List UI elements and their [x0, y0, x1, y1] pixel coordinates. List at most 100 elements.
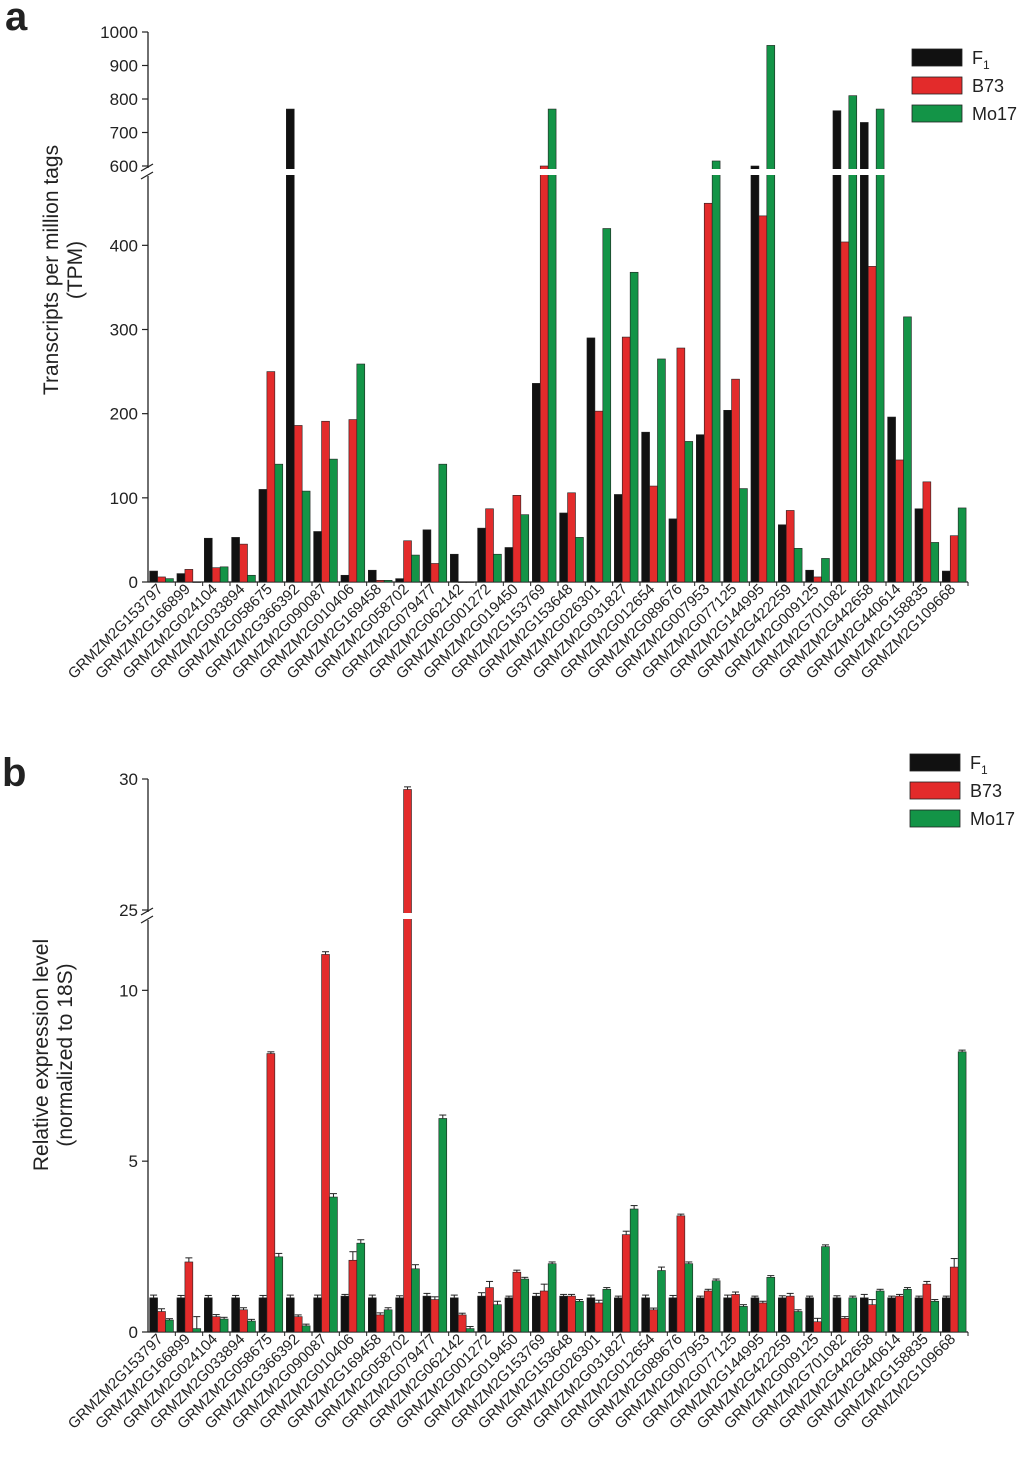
bar-b73-grmzm2g442658 [867, 1304, 877, 1333]
bar-f1-grmzm2g079477 [422, 529, 432, 583]
bar-f1-grmzm2g058702 [395, 578, 404, 583]
bar-b73-grmzm2g158835 [922, 1283, 932, 1333]
bar-f1-grmzm2g169458 [368, 1297, 377, 1333]
bar-f1-grmzm2g024104 [204, 537, 213, 583]
bar-mo17-grmzm2g026301 [602, 228, 612, 583]
bar-b73-grmzm2g009125 [813, 576, 822, 583]
legend-label-subscript: 1 [981, 763, 988, 777]
bar-f1-grmzm2g169458 [368, 569, 377, 583]
bar-b73-grmzm2g089676 [676, 1215, 686, 1333]
bar-mo17-grmzm2g019450 [520, 514, 530, 583]
bar-f1-grmzm2g366392 [286, 1297, 295, 1333]
bar-f1-grmzm2g077125 [723, 1297, 732, 1333]
bar-mo17-grmzm2g440614 [903, 1288, 912, 1333]
bar-b73-grmzm2g090087 [321, 420, 330, 583]
bar-b73-grmzm2g058702 [403, 540, 412, 583]
bar-b73-grmzm2g422259 [785, 1295, 795, 1333]
bar-b73-grmzm2g153648 [567, 1295, 576, 1333]
bar-b73-grmzm2g090087 [321, 954, 330, 1333]
bar-f1-grmzm2g026301 [586, 337, 596, 583]
legend-label-main: F [970, 753, 981, 773]
bar-mo17-grmzm2g058675 [274, 463, 284, 583]
legend-label-f1: F1 [970, 753, 988, 777]
y-tick-label: 300 [110, 321, 138, 340]
bar-b73-grmzm2g031827 [621, 336, 631, 583]
bar-f1-grmzm2g153769 [532, 383, 541, 583]
y-axis-title-line: (TPM) [64, 241, 87, 299]
y-axis-title: Relative expression level(normalized to … [30, 939, 77, 1171]
bar-b73-grmzm2g153648 [567, 492, 576, 583]
legend-label-main: F [972, 48, 983, 68]
bar-mo17-grmzm2g079477 [438, 463, 448, 583]
panel-letter-a: a [5, 0, 28, 39]
bar-mo17-grmzm2g144995 [766, 1277, 776, 1333]
bar-b73-grmzm2g010406 [348, 419, 358, 583]
legend-swatch-b73 [911, 76, 963, 95]
bar-mo17-grmzm2g701082 [848, 95, 858, 583]
bar-f1-grmzm2g153797 [149, 570, 158, 583]
bar-f1-grmzm2g153648 [559, 512, 568, 583]
bar-mo17-grmzm2g026301 [602, 1288, 612, 1333]
bar-b73-grmzm2g012654 [649, 485, 658, 583]
bar-b73-grmzm2g109668 [949, 1266, 959, 1333]
bar-break-gap [859, 169, 870, 175]
bar-f1-grmzm2g144995 [750, 1297, 760, 1333]
bar-mo17-grmzm2g153797 [165, 578, 174, 583]
y-axis-title-line: Relative expression level [30, 939, 53, 1171]
bar-f1-grmzm2g026301 [586, 1297, 596, 1333]
bar-f1-grmzm2g007953 [696, 434, 705, 583]
bar-b73-grmzm2g153797 [157, 576, 166, 583]
bar-b73-grmzm2g024104 [211, 567, 221, 583]
bar-b73-grmzm2g007953 [703, 202, 713, 583]
bar-mo17-grmzm2g153648 [575, 537, 584, 583]
y-tick-label: 0 [129, 1323, 138, 1342]
bar-mo17-grmzm2g440614 [903, 316, 912, 583]
legend-swatch-mo17 [911, 104, 963, 123]
legend-label-mo17: Mo17 [972, 104, 1017, 124]
bar-mo17-grmzm2g090087 [329, 458, 338, 583]
bar-b73-grmzm2g440614 [895, 1295, 904, 1333]
bar-mo17-grmzm2g024104 [219, 1318, 229, 1333]
bar-break-gap [749, 169, 760, 175]
bar-f1-grmzm2g109668 [942, 1297, 951, 1333]
bar-mo17-grmzm2g153769 [547, 108, 557, 583]
bar-mo17-grmzm2g366392 [301, 490, 311, 583]
y-axis-title: Transcripts per million tags(TPM) [40, 145, 87, 395]
bar-f1-grmzm2g062142 [450, 1297, 459, 1333]
panel-b-expression-chart: 05102530GRMZM2G153797GRMZM2G166899GRMZM2… [30, 753, 1015, 1432]
bar-mo17-grmzm2g009125 [821, 558, 830, 583]
bar-mo17-grmzm2g077125 [739, 488, 748, 583]
bar-b73-grmzm2g109668 [949, 535, 959, 583]
panel-letter-b: b [2, 751, 26, 795]
bar-b73-grmzm2g033894 [239, 1309, 248, 1333]
bar-f1-grmzm2g144995 [750, 165, 760, 583]
bar-mo17-grmzm2g169458 [383, 580, 393, 583]
y-tick-label: 900 [110, 57, 138, 76]
bar-b73-grmzm2g062142 [457, 1314, 467, 1333]
legend-label-b73: B73 [972, 76, 1004, 96]
axis-break-gap [146, 912, 150, 920]
bar-b73-grmzm2g089676 [676, 347, 686, 583]
bar-f1-grmzm2g009125 [805, 569, 814, 583]
bar-f1-grmzm2g010406 [340, 574, 350, 583]
bar-mo17-grmzm2g019450 [520, 1278, 530, 1333]
y-tick-label: 800 [110, 90, 138, 109]
bar-b73-grmzm2g026301 [594, 410, 604, 583]
bar-b73-grmzm2g366392 [293, 425, 303, 583]
bar-mo17-grmzm2g033894 [247, 1320, 256, 1333]
bar-f1-grmzm2g019450 [504, 547, 514, 583]
y-tick-label: 100 [110, 489, 138, 508]
bar-mo17-grmzm2g144995 [766, 45, 776, 583]
bar-b73-grmzm2g169458 [375, 580, 385, 583]
bar-b73-grmzm2g001272 [485, 508, 494, 583]
legend-label-b73: B73 [970, 781, 1002, 801]
bar-b73-grmzm2g153769 [539, 1290, 549, 1333]
bar-mo17-grmzm2g090087 [329, 1196, 338, 1333]
bar-mo17-grmzm2g079477 [438, 1118, 448, 1333]
bar-mo17-grmzm2g153797 [165, 1319, 174, 1333]
bar-b73-grmzm2g019450 [512, 1271, 522, 1333]
bar-b73-grmzm2g009125 [813, 1321, 822, 1333]
bar-f1-grmzm2g440614 [887, 1297, 896, 1333]
bar-f1-grmzm2g024104 [204, 1297, 213, 1333]
bar-break-gap [285, 169, 296, 175]
